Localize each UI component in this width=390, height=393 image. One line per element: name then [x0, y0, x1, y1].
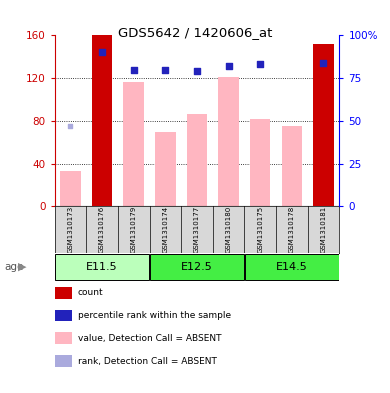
Text: GSM1310180: GSM1310180 — [225, 206, 232, 253]
Text: E11.5: E11.5 — [86, 262, 118, 272]
Text: percentile rank within the sample: percentile rank within the sample — [78, 311, 231, 320]
Bar — [313, 44, 334, 206]
Bar — [282, 126, 302, 206]
Text: ▶: ▶ — [18, 262, 27, 272]
Point — [162, 66, 168, 73]
Text: E12.5: E12.5 — [181, 262, 213, 272]
Text: GSM1310174: GSM1310174 — [162, 206, 168, 253]
Text: GDS5642 / 1420606_at: GDS5642 / 1420606_at — [118, 26, 272, 39]
Bar — [60, 171, 81, 206]
Point — [194, 68, 200, 74]
Text: count: count — [78, 288, 104, 297]
Point — [99, 50, 105, 56]
Text: GSM1310177: GSM1310177 — [194, 206, 200, 253]
Bar — [313, 44, 334, 206]
Bar — [187, 114, 207, 206]
Bar — [245, 254, 339, 279]
Text: age: age — [4, 262, 23, 272]
Text: GSM1310175: GSM1310175 — [257, 206, 263, 253]
Text: value, Detection Call = ABSENT: value, Detection Call = ABSENT — [78, 334, 222, 343]
Text: GSM1310178: GSM1310178 — [289, 206, 295, 253]
Text: GSM1310181: GSM1310181 — [321, 206, 326, 253]
Text: E14.5: E14.5 — [276, 262, 308, 272]
Bar — [155, 132, 176, 206]
Text: GSM1310179: GSM1310179 — [131, 206, 136, 253]
Point — [257, 61, 263, 68]
Point — [67, 123, 74, 129]
Bar — [92, 35, 112, 206]
Bar — [150, 254, 244, 279]
Bar — [123, 83, 144, 206]
Bar — [92, 35, 112, 206]
Bar — [218, 77, 239, 206]
Text: rank, Detection Call = ABSENT: rank, Detection Call = ABSENT — [78, 357, 217, 365]
Point — [320, 60, 326, 66]
Point — [131, 66, 137, 73]
Bar — [250, 119, 271, 206]
Text: GSM1310173: GSM1310173 — [67, 206, 73, 253]
Bar — [55, 254, 149, 279]
Point — [225, 63, 232, 69]
Text: GSM1310176: GSM1310176 — [99, 206, 105, 253]
